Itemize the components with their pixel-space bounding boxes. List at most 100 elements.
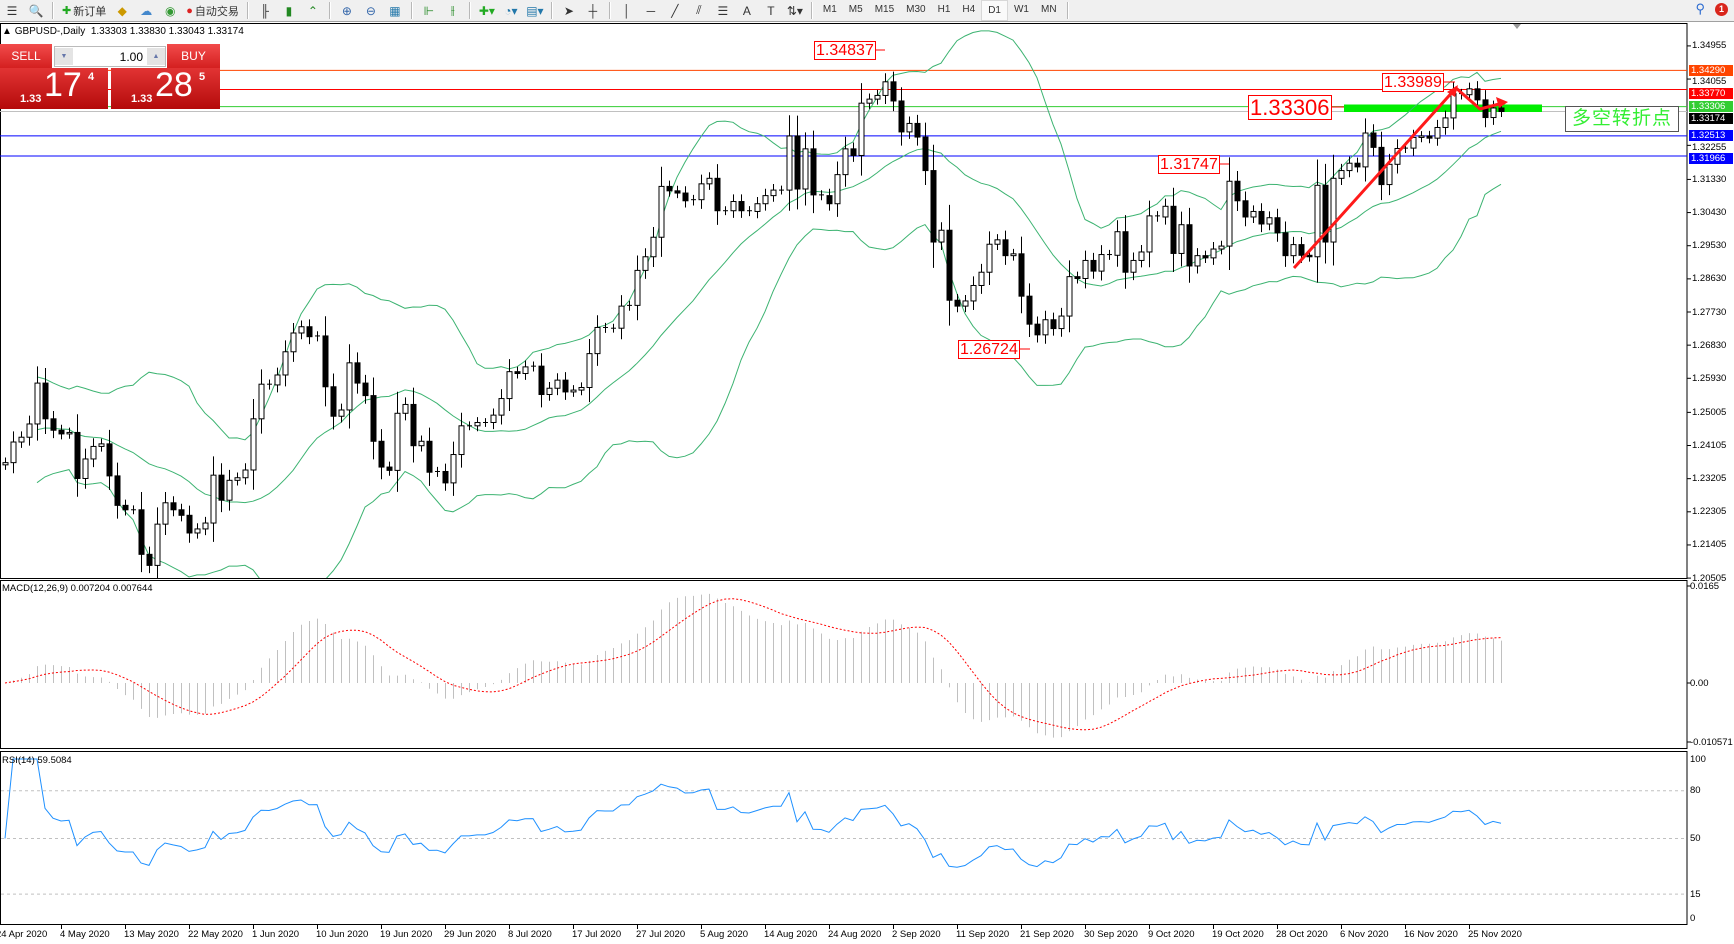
low-price-label[interactable]: 1.26724	[958, 340, 1020, 359]
timeframe-m1[interactable]: M1	[822, 4, 837, 15]
candle	[779, 185, 784, 195]
tile-windows-icon[interactable]: ▦	[389, 3, 401, 18]
candle-body-bull	[874, 94, 881, 100]
high-price-label[interactable]: 1.34837	[814, 41, 876, 60]
candle-body-bull	[154, 523, 161, 566]
sell-button[interactable]: SELL	[0, 44, 52, 69]
candle	[146, 546, 153, 574]
equidistant-channel-icon[interactable]: ⫽	[696, 3, 702, 17]
candle-body-bull	[986, 243, 993, 273]
candle	[1146, 200, 1153, 268]
periods-icon[interactable]: ◔▾	[504, 3, 518, 18]
timeframe-m30[interactable]: M30	[906, 4, 926, 15]
candle	[370, 377, 377, 460]
chart-symbol: GBPUSD-,Daily	[14, 26, 86, 37]
notification-badge[interactable]: 1	[1715, 2, 1728, 16]
bar-chart-icon[interactable]: ╟	[260, 3, 270, 18]
timeframe-m5[interactable]: M5	[848, 4, 863, 15]
candle	[762, 188, 769, 211]
price-axis-label: 1.25930	[1692, 372, 1727, 384]
arrows-icon[interactable]: ⇅▾	[786, 3, 803, 18]
candle-body-bear	[1498, 107, 1505, 113]
date-axis-label: 2 Sep 2020	[892, 929, 941, 940]
candle	[450, 441, 457, 496]
menu-icon[interactable]: ☰	[6, 3, 18, 18]
new-order-button[interactable]: ✚ 新订单	[58, 1, 110, 20]
candle	[114, 462, 121, 519]
timeframe-m15[interactable]: M15	[874, 4, 895, 15]
candle	[794, 115, 801, 210]
signals-icon[interactable]: ☁	[140, 3, 153, 18]
candle	[1002, 230, 1009, 265]
volume-input[interactable]	[73, 48, 147, 65]
candle	[562, 372, 569, 400]
candle	[1130, 252, 1137, 281]
horizontal-line-icon[interactable]: ─	[646, 3, 656, 18]
auto-scroll-icon[interactable]: ⊩	[423, 3, 435, 18]
auto-trading-button[interactable]: ● 自动交易	[182, 1, 243, 20]
candle-body-bear	[1090, 259, 1097, 272]
candle-body-bear	[170, 502, 177, 511]
candle	[674, 185, 681, 199]
timeframe-mn[interactable]: MN	[1040, 4, 1057, 15]
market-watch-icon[interactable]: 🔍	[28, 3, 44, 18]
toolbar: ☰ 🔍 ✚ 新订单 ◆ ☁ ◉ ● 自动交易 ╟ ▮ ⌃ ⊕ ⊖ ▦ ⊩ ⫲ ✚▾ …	[0, 0, 1734, 22]
candlestick-chart-icon[interactable]: ▮	[285, 3, 293, 18]
candle-body-bull	[1178, 224, 1185, 254]
date-axis-label: 28 Oct 2020	[1276, 929, 1328, 940]
timeframe-d1[interactable]: D1	[981, 0, 1008, 21]
volume-increase-icon[interactable]: ▲	[147, 48, 165, 65]
text-label-icon[interactable]: T	[767, 3, 775, 18]
candle	[378, 429, 385, 480]
buy-price[interactable]: 1.33 28 5	[111, 66, 220, 109]
candle-body-bull	[258, 383, 265, 420]
collapse-triangle-icon[interactable]: ▲	[2, 26, 12, 37]
candle	[570, 385, 577, 397]
candle-body-bear	[674, 190, 681, 194]
search-icon[interactable]: ⚲	[1695, 1, 1705, 16]
candle-body-bear	[354, 362, 361, 384]
volume-decrease-icon[interactable]: ▼	[55, 48, 73, 65]
recent-high-price-label[interactable]: 1.33989	[1382, 73, 1444, 92]
buy-price-pips: 28	[155, 66, 193, 104]
candle	[202, 516, 209, 536]
candle-body-bear	[1298, 244, 1305, 256]
sell-price-pips: 17	[44, 66, 82, 104]
pivot-price-label[interactable]: 1.33306	[1248, 95, 1332, 120]
trendline-icon[interactable]: ╱	[671, 3, 679, 18]
toolbar-divider	[410, 2, 413, 19]
candle	[178, 503, 185, 522]
bull-bear-turning-point-label[interactable]: 多空转折点	[1565, 106, 1679, 132]
fibonacci-icon[interactable]: ☰	[717, 3, 729, 18]
price-level-tag: 1.33770	[1689, 87, 1733, 99]
candle	[402, 397, 409, 421]
buy-button[interactable]: BUY	[167, 44, 220, 69]
cursor-icon[interactable]: ➤	[563, 3, 574, 18]
candle	[706, 172, 713, 190]
templates-icon[interactable]: ▤▾	[526, 3, 544, 18]
history-icon[interactable]: ◆	[117, 3, 127, 18]
timeframe-h4[interactable]: H4	[962, 4, 976, 15]
sell-price[interactable]: 1.33 17 4	[0, 66, 108, 109]
timeframe-w1[interactable]: W1	[1013, 4, 1029, 15]
chart-shift-icon[interactable]: ⫲	[450, 3, 455, 17]
swing-price-label[interactable]: 1.31747	[1158, 155, 1220, 174]
sell-price-prefix: 1.33	[20, 93, 42, 105]
candle-body-bear	[514, 371, 521, 375]
price-plot	[0, 30, 1687, 578]
timeframe-h1[interactable]: H1	[937, 4, 951, 15]
vertical-line-icon[interactable]: │	[623, 3, 631, 18]
line-chart-icon[interactable]: ⌃	[307, 3, 318, 18]
zoom-out-icon[interactable]: ⊖	[365, 3, 376, 18]
text-icon[interactable]: A	[742, 3, 751, 18]
candle	[866, 93, 873, 109]
signal-broadcast-icon[interactable]: ◉	[164, 3, 176, 18]
zoom-in-icon[interactable]: ⊕	[341, 3, 352, 18]
rsi-axis-label: 80	[1690, 785, 1701, 797]
indicators-icon[interactable]: ✚▾	[478, 3, 495, 18]
candle	[1138, 245, 1145, 268]
crosshair-icon[interactable]: ┼	[588, 3, 598, 18]
candle	[938, 222, 945, 250]
candle-body-bull	[618, 305, 625, 329]
